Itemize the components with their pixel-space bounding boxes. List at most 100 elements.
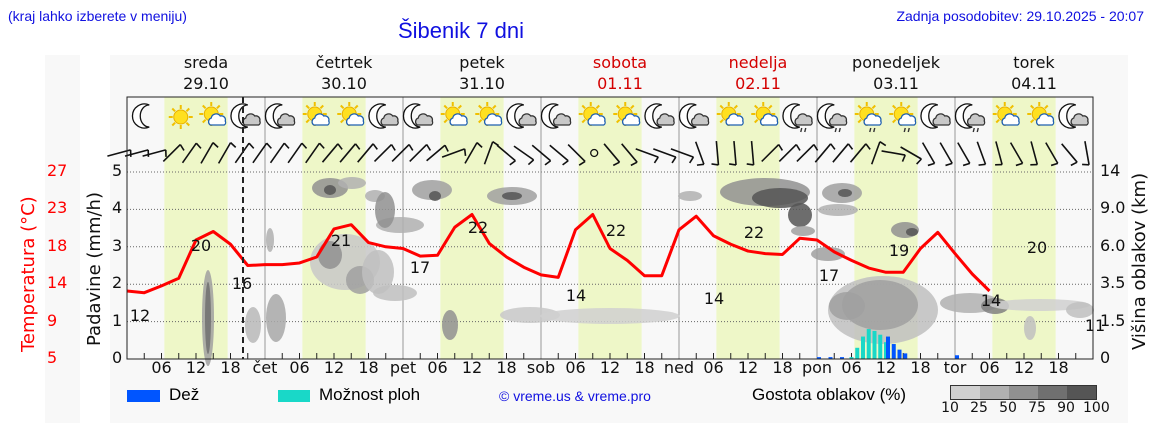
sun-cloud-icon <box>199 102 227 126</box>
sun-cloud-icon <box>716 102 744 126</box>
day-name: četrtek <box>315 53 373 72</box>
time-tick-label: pet <box>389 358 417 377</box>
axis-tick-label: 3.5 <box>1100 273 1126 293</box>
cloud-density-swatch <box>1067 386 1096 399</box>
day-date: 01.11 <box>597 74 643 93</box>
time-tick-label: 18 <box>220 358 241 377</box>
temperature-label: 22 <box>744 223 764 242</box>
time-tick-label: 12 <box>875 358 897 377</box>
temperature-label: 22 <box>606 221 626 240</box>
day-name: sreda <box>183 53 229 72</box>
moon-cloud-icon <box>264 103 296 129</box>
day-name: petek <box>459 53 505 72</box>
axis-tick-label: 9.0 <box>1100 198 1126 218</box>
temperature-line <box>126 213 991 295</box>
time-tick-label: 18 <box>496 358 517 377</box>
time-tick-label: 18 <box>358 358 379 377</box>
last-update-timestamp: Zadnja posodobitev: 29.10.2025 - 20:07 <box>896 8 1144 24</box>
day-name: sobota <box>592 53 648 72</box>
location-menu-hint[interactable]: (kraj lahko izberete v meniju) <box>8 8 187 24</box>
sun-cloud-icon <box>1027 102 1055 126</box>
legend-rain-swatch <box>127 390 160 402</box>
day-date: 04.11 <box>1011 74 1057 93</box>
legend-showers-swatch <box>278 390 310 402</box>
cloud-density-tick: 90 <box>1057 400 1075 416</box>
sun-cloud-icon <box>302 102 330 126</box>
day-label: sreda 29.10 <box>146 52 266 94</box>
axis-tick-label: 14 <box>1100 161 1121 180</box>
day-name: ponedeljek <box>852 53 940 72</box>
precipitation-bars <box>817 329 959 359</box>
time-tick-label: 06 <box>151 358 172 377</box>
temperature-label: 19 <box>889 241 909 260</box>
cloud-density-scale <box>950 385 1097 400</box>
temperature-value-labels: 12 20 16 21 17 22 14 22 14 22 17 19 14 20 11 <box>130 218 1105 335</box>
axis-tick-label: 5 <box>47 348 58 367</box>
cloud-density-swatch <box>1038 386 1067 399</box>
axis-tick-label: 23 <box>47 198 68 218</box>
moon-cloud-icon <box>678 103 710 129</box>
day-label: nedelja 02.11 <box>698 52 818 94</box>
temperature-label: 14 <box>704 289 724 308</box>
time-tick-label: pon <box>801 358 833 377</box>
axis-tick-label: 0 <box>112 348 123 367</box>
day-date: 02.11 <box>735 74 781 93</box>
day-date: 30.10 <box>321 74 367 93</box>
sun-cloud-icon <box>440 102 468 126</box>
day-label: torek 04.11 <box>974 52 1094 94</box>
temperature-label: 17 <box>410 258 430 277</box>
moon-cloud-rain-icon <box>954 103 986 133</box>
axis-tick-label: 3 <box>112 235 123 255</box>
plot-frame <box>126 96 1094 360</box>
axis-tick-label: 0 <box>1100 348 1111 367</box>
sun-icon <box>168 105 193 129</box>
time-tick-label: 06 <box>979 358 1000 377</box>
cloud-density-tick: 75 <box>1028 400 1046 416</box>
day-label: petek 31.10 <box>422 52 542 94</box>
temperature-label: 22 <box>468 218 488 237</box>
cloud-density-label: Gostota oblakov (%) <box>752 385 907 404</box>
legend-showers-label: Možnost ploh <box>319 385 421 404</box>
moon-cloud-icon <box>540 103 572 129</box>
time-tick-label: 18 <box>910 358 931 377</box>
axis-tick-label: 6.0 <box>1100 235 1126 255</box>
time-tick-label: tor <box>943 358 967 377</box>
axis-tick-label: 1 <box>112 310 123 330</box>
cloud-density-tick: 25 <box>970 400 988 416</box>
temperature-label: 14 <box>566 286 586 305</box>
cloud-density-swatch <box>1009 386 1038 399</box>
day-label: sobota 01.11 <box>560 52 680 94</box>
moon-cloud-icon <box>506 103 537 129</box>
page-title: Šibenik 7 dni <box>398 18 524 43</box>
day-label: ponedeljek 03.11 <box>836 52 956 94</box>
moon-cloud-icon <box>920 103 951 129</box>
copyright-link[interactable]: © vreme.us & vreme.pro <box>499 388 651 404</box>
temperature-label: 21 <box>331 231 351 250</box>
time-tick-label: 18 <box>1048 358 1069 377</box>
day-date: 03.11 <box>873 74 919 93</box>
cloud-density-tick: 50 <box>999 400 1017 416</box>
sun-cloud-icon <box>992 102 1020 126</box>
axis-tick-label: 1.5 <box>1100 310 1126 330</box>
day-label: četrtek 30.10 <box>284 52 404 94</box>
time-tick-label: 06 <box>841 358 862 377</box>
axis-tick-label: 18 <box>47 235 68 255</box>
time-tick-label: 12 <box>323 358 345 377</box>
cloud-density-swatch <box>951 386 980 399</box>
sun-cloud-icon <box>337 102 365 126</box>
temperature-label: 16 <box>232 274 252 293</box>
moon-cloud-icon <box>644 103 675 129</box>
time-tick-label: 12 <box>599 358 621 377</box>
moon-cloud-icon <box>230 103 261 129</box>
temperature-label: 12 <box>130 306 150 325</box>
left-axis-panel <box>45 55 80 423</box>
time-tick-label: ned <box>663 358 695 377</box>
moon-cloud-icon <box>402 103 434 129</box>
temperature-label: 20 <box>191 236 211 255</box>
time-tick-label: 06 <box>427 358 448 377</box>
time-tick-label: 06 <box>703 358 724 377</box>
wind-barbs-row <box>107 140 1090 167</box>
temperature-label: 11 <box>1085 316 1105 335</box>
cloud-density-swatch <box>980 386 1009 399</box>
time-tick-label: 12 <box>185 358 207 377</box>
